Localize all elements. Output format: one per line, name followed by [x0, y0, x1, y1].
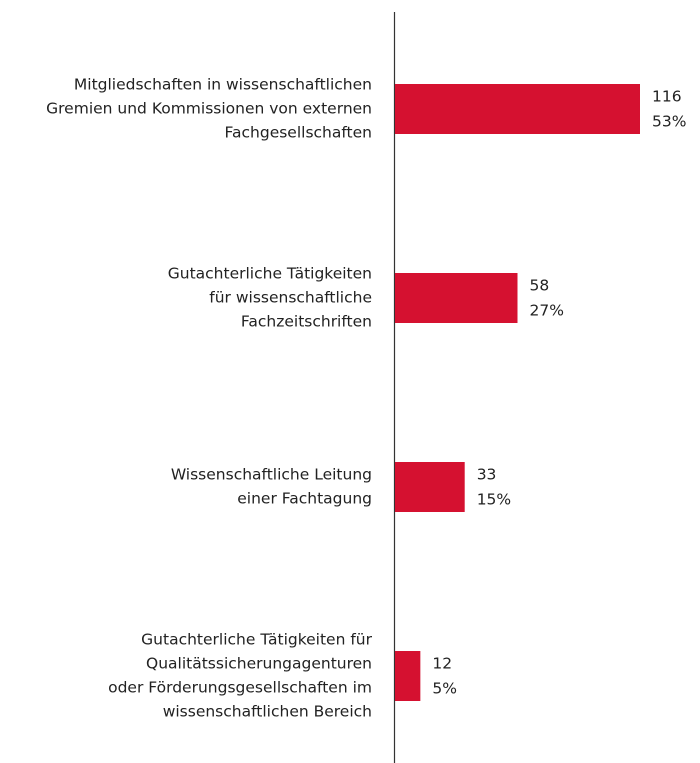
value-label: 58 — [530, 277, 550, 295]
value-label: 12 — [432, 655, 452, 673]
percent-label: 5% — [432, 680, 457, 698]
category-label: Wissenschaftliche Leitung — [171, 466, 372, 484]
bar — [395, 84, 640, 134]
bar — [395, 651, 421, 701]
category-label: Gremien und Kommissionen von externen — [46, 100, 372, 118]
category-label: Fachzeitschriften — [241, 313, 372, 331]
category-label: Gutachterliche Tätigkeiten — [168, 265, 372, 283]
category-label: oder Förderungsgesellschaften im — [108, 679, 372, 697]
category-label: für wissenschaftliche — [209, 289, 372, 307]
category-label: Fachgesellschaften — [225, 124, 372, 142]
category-label: wissenschaftlichen Bereich — [163, 703, 372, 721]
category-label: einer Fachtagung — [237, 490, 372, 508]
percent-label: 15% — [477, 491, 511, 509]
value-label: 116 — [652, 88, 682, 106]
percent-label: 27% — [530, 302, 564, 320]
category-label: Mitgliedschaften in wissenschaftlichen — [74, 76, 372, 94]
percent-label: 53% — [652, 113, 686, 131]
category-label: Qualitätssicherungagenturen — [146, 655, 372, 673]
bar — [395, 273, 518, 323]
value-label: 33 — [477, 466, 497, 484]
bar — [395, 462, 465, 512]
category-label: Gutachterliche Tätigkeiten für — [141, 631, 372, 649]
